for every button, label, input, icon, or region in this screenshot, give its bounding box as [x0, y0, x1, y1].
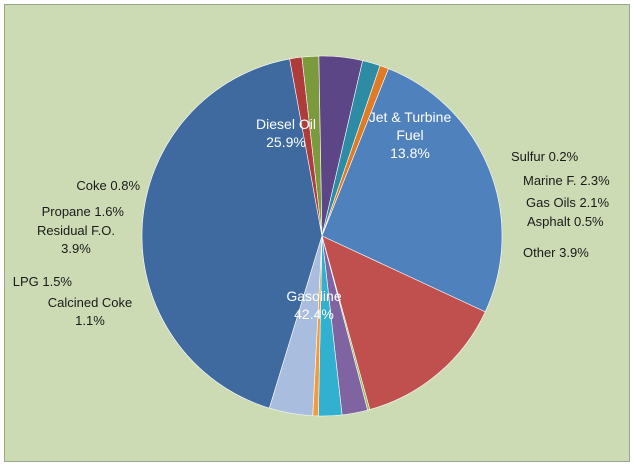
pie-slice-jet-turbine-fuel [321, 235, 486, 410]
slice-label-jet-turbine-fuel: Jet & Turbine Fuel 13.8% [369, 109, 452, 161]
slice-label-diesel-oil: Diesel Oil 25.9% [256, 116, 316, 150]
pie-labels: Gasoline 42.4% Calcined Coke 1.1% LPG 1.5% Re… [13, 109, 610, 328]
slice-label-propane-1-6: Propane 1.6% [42, 204, 125, 219]
pie-slice-gasoline [141, 58, 323, 409]
slice-label-gas-oils-2-1: Gas Oils 2.1% [526, 195, 610, 210]
slice-label-coke-0-8: Coke 0.8% [76, 178, 140, 193]
slice-label-asphalt-0-5: Asphalt 0.5% [527, 214, 604, 229]
slice-label-calcined-coke: Calcined Coke 1.1% [48, 295, 133, 328]
slice-label-residual-f-o: Residual F.O. 3.9% [37, 223, 115, 256]
slice-label-marine-f-2-3: Marine F. 2.3% [523, 173, 610, 188]
slice-label-gasoline: Gasoline 42.4% [286, 288, 341, 322]
pie-slice-diesel-oil [321, 68, 503, 313]
pie-slices [141, 55, 503, 417]
slice-label-other-3-9: Other 3.9% [523, 245, 589, 260]
slice-label-lpg-1-5: LPG 1.5% [13, 274, 73, 289]
pie-slice-other-3-9 [268, 235, 323, 417]
slice-label-sulfur-0-2: Sulfur 0.2% [511, 149, 579, 164]
